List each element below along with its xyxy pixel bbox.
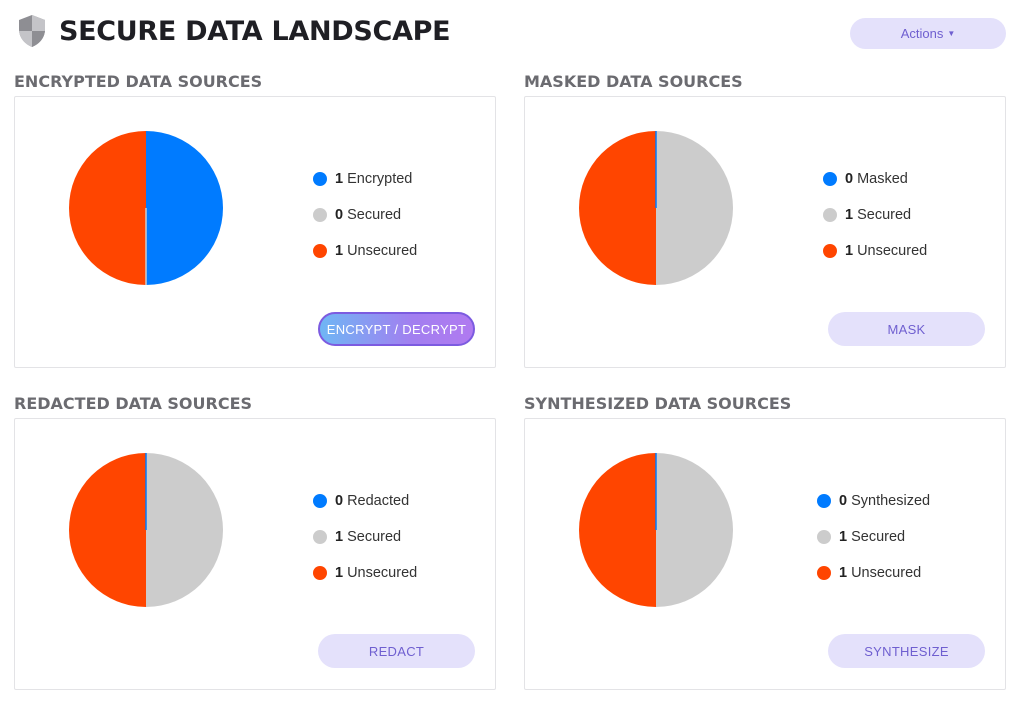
- legend-dot: [817, 530, 831, 544]
- legend-item: 1 Unsecured: [823, 233, 927, 269]
- legend-count: 1: [335, 529, 344, 545]
- encrypt-decrypt-button[interactable]: ENCRYPT / DECRYPT: [318, 312, 475, 346]
- legend-label: Secured: [347, 207, 402, 223]
- masked-legend: 0 Masked 1 Secured 1 Unsecured: [823, 161, 927, 269]
- legend-count: 0: [845, 171, 854, 187]
- masked-pie-chart: [579, 131, 733, 285]
- legend-item: 0 Secured: [313, 197, 417, 233]
- legend-item: 1 Secured: [313, 519, 417, 555]
- pie-slice-unsecured: [579, 131, 656, 285]
- redacted-card: 0 Redacted 1 Secured 1 Unsecured REDACT: [14, 418, 496, 690]
- mask-button[interactable]: MASK: [828, 312, 985, 346]
- legend-label: Secured: [851, 529, 906, 545]
- legend-item: 1 Unsecured: [313, 233, 417, 269]
- legend-count: 1: [335, 243, 344, 259]
- encrypted-section: ENCRYPTED DATA SOURCES 1 Encrypted 0 Sec…: [14, 70, 497, 368]
- actions-dropdown-button[interactable]: Actions ▼: [850, 18, 1006, 49]
- legend-dot: [823, 208, 837, 222]
- synthesize-button[interactable]: SYNTHESIZE: [828, 634, 985, 668]
- legend-item: 0 Synthesized: [817, 483, 930, 519]
- legend-count: 1: [845, 243, 854, 259]
- pie-slice-secured: [656, 453, 733, 607]
- synthesized-section: SYNTHESIZED DATA SOURCES 0 Synthesized 1…: [524, 392, 1007, 690]
- legend-count: 1: [845, 207, 854, 223]
- pie-slice-unsecured: [579, 453, 656, 607]
- synthesized-card: 0 Synthesized 1 Secured 1 Unsecured SYNT…: [524, 418, 1006, 690]
- redacted-section: REDACTED DATA SOURCES 0 Redacted 1 Secur…: [14, 392, 497, 690]
- legend-item: 0 Masked: [823, 161, 927, 197]
- pie-slice-unsecured: [69, 453, 146, 607]
- legend-label: Secured: [857, 207, 912, 223]
- section-heading: ENCRYPTED DATA SOURCES: [14, 72, 263, 91]
- legend-count: 1: [335, 565, 344, 581]
- legend-count: 1: [335, 171, 344, 187]
- legend-label: Synthesized: [851, 493, 931, 509]
- legend-item: 1 Secured: [817, 519, 930, 555]
- legend-label: Redacted: [347, 493, 410, 509]
- legend-count: 0: [839, 493, 848, 509]
- legend-dot: [313, 530, 327, 544]
- actions-label: Actions: [900, 26, 944, 41]
- legend-dot: [313, 172, 327, 186]
- legend-item: 1 Secured: [823, 197, 927, 233]
- masked-card: 0 Masked 1 Secured 1 Unsecured MASK: [524, 96, 1006, 368]
- legend-count: 0: [335, 207, 344, 223]
- legend-item: 1 Encrypted: [313, 161, 417, 197]
- legend-label: Unsecured: [347, 565, 418, 581]
- legend-label: Unsecured: [851, 565, 922, 581]
- redact-button[interactable]: REDACT: [318, 634, 475, 668]
- synthesized-legend: 0 Synthesized 1 Secured 1 Unsecured: [817, 483, 930, 591]
- pie-slice-secured: [146, 453, 223, 607]
- legend-dot: [823, 172, 837, 186]
- page-title: SECURE DATA LANDSCAPE: [59, 15, 451, 47]
- synthesized-pie-chart: [579, 453, 733, 607]
- section-heading: SYNTHESIZED DATA SOURCES: [524, 394, 792, 413]
- page-header: SECURE DATA LANDSCAPE: [17, 13, 451, 49]
- encrypted-card: 1 Encrypted 0 Secured 1 Unsecured ENCRYP…: [14, 96, 496, 368]
- pie-slice-unsecured: [69, 131, 146, 285]
- pie-slice-encrypted: [146, 131, 223, 285]
- legend-dot: [313, 494, 327, 508]
- legend-label: Secured: [347, 529, 402, 545]
- legend-label: Encrypted: [347, 171, 413, 187]
- shield-icon: [19, 15, 45, 47]
- legend-dot: [313, 566, 327, 580]
- legend-count: 1: [839, 529, 848, 545]
- redacted-pie-chart: [69, 453, 223, 607]
- pie-slice-secured: [656, 131, 733, 285]
- legend-label: Masked: [857, 171, 908, 187]
- legend-item: 1 Unsecured: [817, 555, 930, 591]
- legend-count: 0: [335, 493, 344, 509]
- legend-label: Unsecured: [347, 243, 418, 259]
- legend-item: 1 Unsecured: [313, 555, 417, 591]
- masked-section: MASKED DATA SOURCES 0 Masked 1 Secured 1…: [524, 70, 1007, 368]
- legend-dot: [313, 208, 327, 222]
- legend-dot: [817, 566, 831, 580]
- encrypted-pie-chart: [69, 131, 223, 285]
- section-heading: REDACTED DATA SOURCES: [14, 394, 253, 413]
- redacted-legend: 0 Redacted 1 Secured 1 Unsecured: [313, 483, 417, 591]
- legend-label: Unsecured: [857, 243, 928, 259]
- legend-count: 1: [839, 565, 848, 581]
- section-heading: MASKED DATA SOURCES: [524, 72, 743, 91]
- legend-dot: [817, 494, 831, 508]
- encrypted-legend: 1 Encrypted 0 Secured 1 Unsecured: [313, 161, 417, 269]
- legend-dot: [823, 244, 837, 258]
- legend-dot: [313, 244, 327, 258]
- caret-down-icon: ▼: [947, 29, 956, 38]
- legend-item: 0 Redacted: [313, 483, 417, 519]
